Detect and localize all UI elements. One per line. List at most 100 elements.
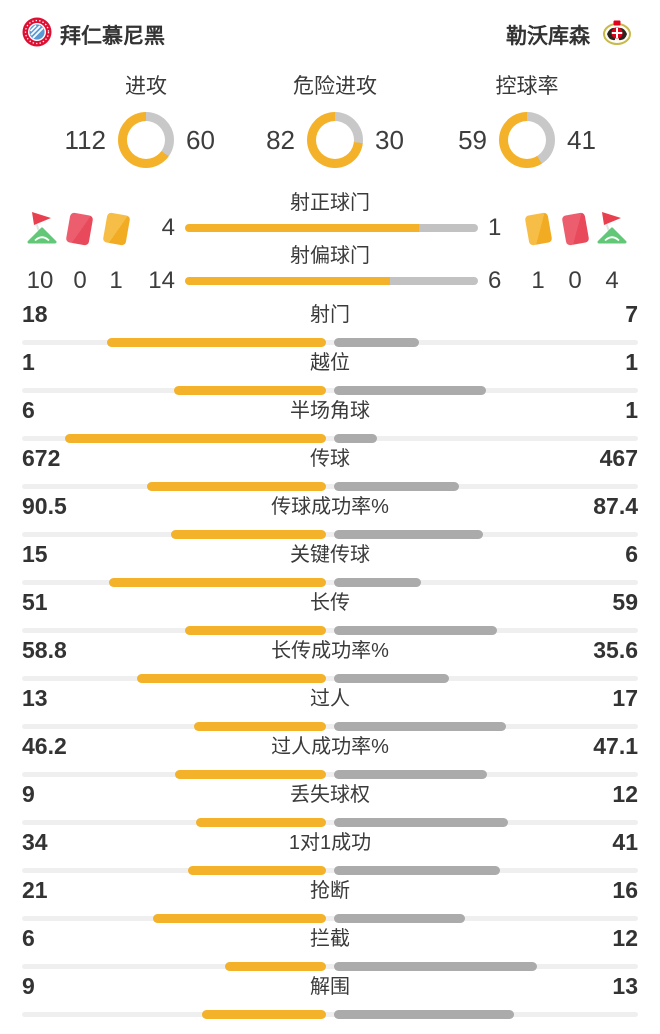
stat-away-bar	[334, 770, 487, 779]
away-team-name[interactable]: 勒沃库森	[506, 25, 590, 48]
stat-home-bar	[196, 818, 326, 827]
stat-home-value: 9	[22, 973, 35, 999]
stat-row: 13 过人 17	[0, 680, 660, 731]
stat-home-value: 18	[22, 301, 48, 327]
stat-home-bar	[202, 1010, 326, 1019]
home-red-cards-value: 0	[73, 267, 87, 294]
stat-row: 15 关键传球 6	[0, 536, 660, 587]
stat-row: 34 1对1成功 41	[0, 824, 660, 875]
stat-home-bar	[147, 482, 326, 491]
stat-away-value: 12	[612, 925, 638, 951]
home-red-card-icon	[65, 212, 94, 246]
stat-away-bar	[334, 674, 449, 683]
stat-row: 21 抢断 16	[0, 872, 660, 923]
stat-home-bar	[188, 866, 326, 875]
stat-home-value: 9	[22, 781, 35, 807]
shots-on-target-away-value: 1	[488, 214, 502, 241]
stat-label: 传球	[310, 448, 350, 470]
stat-away-value: 16	[612, 877, 638, 903]
stat-home-value: 1	[22, 349, 35, 375]
stat-row: 6 拦截 12	[0, 920, 660, 971]
stat-home-bar	[175, 770, 326, 779]
away-red-card-icon	[561, 212, 590, 246]
home-corners-value: 10	[26, 267, 54, 294]
stat-track	[22, 388, 638, 393]
stat-home-value: 21	[22, 877, 48, 903]
shots-off-target-away-value: 6	[488, 267, 502, 294]
stat-home-bar	[153, 914, 326, 923]
donut-attacks-title: 进攻	[125, 75, 167, 98]
donut-attacks: 进攻 112 60	[36, 74, 256, 168]
stat-away-bar	[334, 1010, 514, 1019]
stat-away-bar	[334, 482, 459, 491]
stat-home-bar	[107, 338, 326, 347]
stat-track	[22, 820, 638, 825]
stat-away-value: 47.1	[593, 733, 638, 759]
stat-home-value: 13	[22, 685, 48, 711]
stat-home-value: 46.2	[22, 733, 67, 759]
stat-track	[22, 484, 638, 489]
stat-label: 长传	[310, 592, 350, 614]
away-corners-value: 4	[605, 267, 619, 294]
stat-away-value: 7	[625, 301, 638, 327]
possession-donut-chart	[499, 112, 555, 168]
stat-label: 越位	[310, 352, 350, 374]
stat-label: 1对1成功	[288, 832, 372, 854]
stat-row: 672 传球 467	[0, 440, 660, 491]
stat-away-bar	[334, 434, 377, 443]
donut-hole	[127, 121, 165, 159]
stat-track	[22, 964, 638, 969]
stat-track	[22, 772, 638, 777]
shots-off-target-home-value: 14	[148, 267, 175, 294]
stat-away-value: 87.4	[593, 493, 638, 519]
donut-attacks-home-value: 112	[64, 125, 106, 155]
stat-label: 关键传球	[290, 544, 370, 566]
stat-home-value: 90.5	[22, 493, 67, 519]
stat-home-bar	[194, 722, 326, 731]
shots-on-target-home-value: 4	[161, 214, 175, 241]
away-yellow-card-icon	[524, 212, 553, 246]
stat-away-bar	[334, 866, 500, 875]
stat-row: 18 射门 7	[0, 296, 660, 347]
shots-on-target-bar	[185, 224, 478, 232]
stat-home-bar	[185, 626, 326, 635]
bayern-crest-icon	[22, 17, 52, 52]
stat-away-bar	[334, 530, 483, 539]
stat-away-value: 12	[612, 781, 638, 807]
stat-row: 9 丢失球权 12	[0, 776, 660, 827]
shots-off-target-title: 射偏球门	[290, 245, 370, 267]
donut-hole	[508, 121, 546, 159]
stat-track	[22, 580, 638, 585]
stat-label: 半场角球	[290, 400, 370, 422]
shots-off-target-away-bar	[390, 277, 478, 285]
stat-away-bar	[334, 818, 508, 827]
stat-label: 抢断	[310, 880, 350, 902]
stat-home-value: 15	[22, 541, 48, 567]
stat-track	[22, 1012, 638, 1017]
stat-track	[22, 628, 638, 633]
home-yellow-cards-value: 1	[109, 267, 123, 294]
stat-row: 90.5 传球成功率% 87.4	[0, 488, 660, 539]
stat-track	[22, 436, 638, 441]
stat-row: 51 长传 59	[0, 584, 660, 635]
leverkusen-crest-icon	[600, 19, 634, 52]
donut-attacks-away-value: 60	[186, 125, 215, 155]
stat-label: 射门	[310, 304, 350, 326]
away-corner-flag-icon	[596, 210, 628, 249]
home-team-name[interactable]: 拜仁慕尼黑	[60, 25, 165, 48]
stat-label: 过人成功率%	[271, 736, 389, 758]
donut-possession-home-value: 59	[458, 125, 487, 155]
donut-dangerous-attacks: 危险进攻 82 30	[225, 74, 445, 168]
stat-label: 丢失球权	[290, 784, 370, 806]
stat-track	[22, 340, 638, 345]
stat-away-value: 17	[612, 685, 638, 711]
stat-home-value: 672	[22, 445, 61, 471]
stat-away-value: 1	[625, 349, 638, 375]
stat-home-value: 6	[22, 925, 35, 951]
donut-possession-away-value: 41	[567, 125, 596, 155]
shots-on-target-title: 射正球门	[290, 192, 370, 214]
shots-off-target-home-bar	[185, 277, 390, 285]
shots-off-target-bar	[185, 277, 478, 285]
stat-label: 长传成功率%	[271, 640, 389, 662]
donut-dangerous-attacks-home-value: 82	[266, 125, 295, 155]
